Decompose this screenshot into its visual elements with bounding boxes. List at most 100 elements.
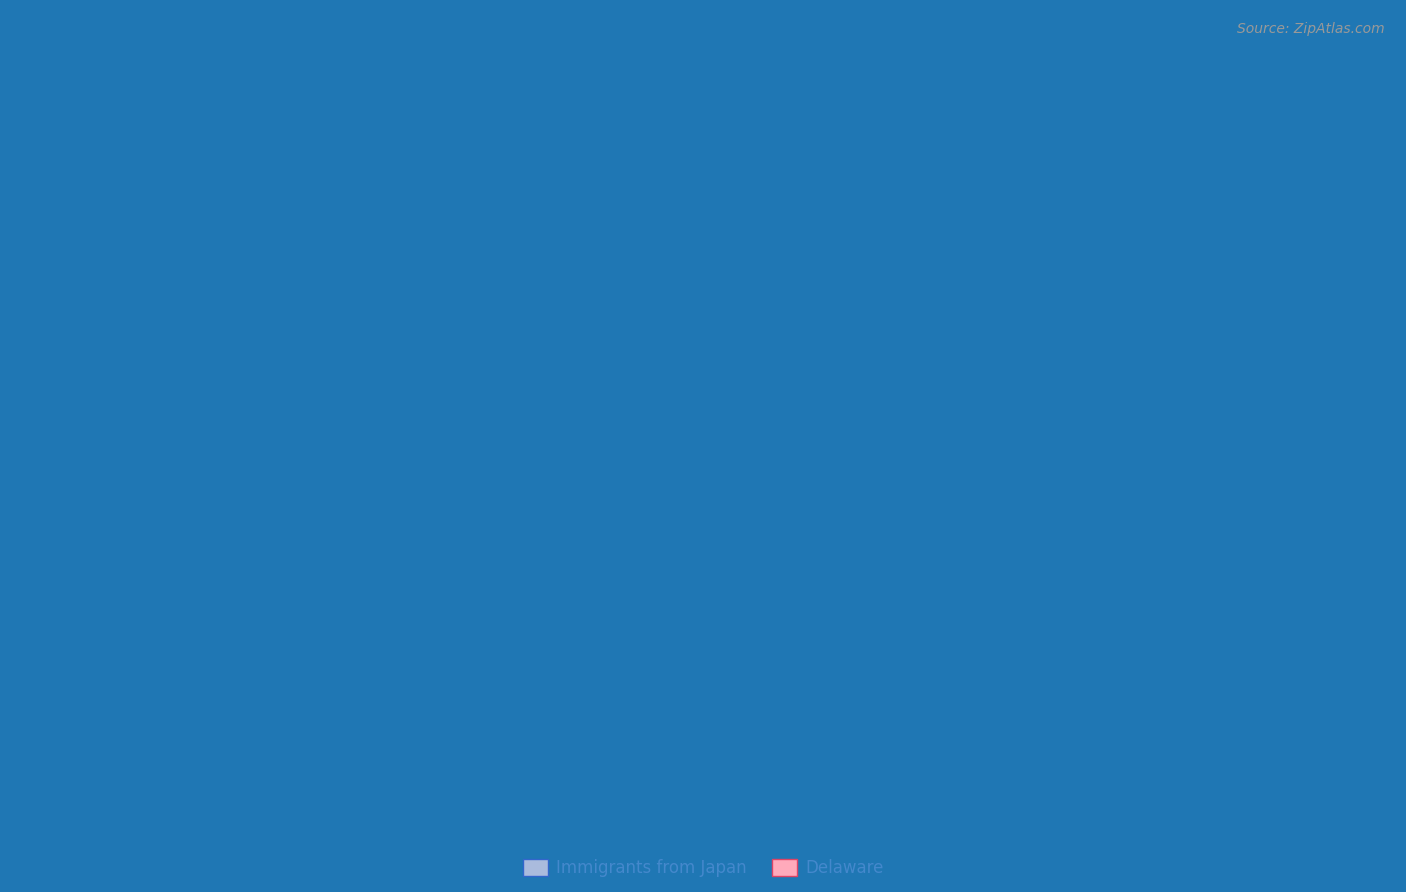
Point bbox=[87, 203, 110, 218]
Point bbox=[217, 491, 239, 506]
Point bbox=[165, 448, 187, 462]
Point bbox=[115, 448, 138, 462]
Point bbox=[110, 291, 132, 305]
Point bbox=[359, 640, 381, 654]
Legend: Immigrants from Japan, Delaware: Immigrants from Japan, Delaware bbox=[516, 852, 890, 884]
Point bbox=[145, 491, 167, 506]
Point bbox=[257, 517, 280, 532]
Point bbox=[481, 709, 503, 723]
Point bbox=[86, 169, 108, 183]
Legend: R = −0.257   N = 49, R = −0.329   N = 68: R = −0.257 N = 49, R = −0.329 N = 68 bbox=[697, 78, 927, 145]
Point bbox=[136, 404, 159, 418]
Point bbox=[118, 465, 141, 479]
Point bbox=[236, 491, 259, 506]
Point bbox=[93, 273, 115, 287]
Point bbox=[90, 238, 112, 252]
Point bbox=[82, 273, 104, 287]
Point bbox=[277, 552, 299, 566]
Point bbox=[172, 430, 194, 444]
Point bbox=[138, 448, 160, 462]
Point bbox=[135, 517, 157, 532]
Point bbox=[97, 404, 120, 418]
Point bbox=[380, 665, 402, 680]
Point bbox=[287, 578, 309, 592]
Point bbox=[104, 404, 127, 418]
Point bbox=[138, 386, 160, 401]
Point bbox=[90, 430, 112, 444]
Point bbox=[79, 430, 101, 444]
Point bbox=[82, 404, 104, 418]
Point bbox=[114, 308, 136, 322]
Point bbox=[77, 404, 100, 418]
Point bbox=[75, 377, 97, 392]
Point bbox=[93, 465, 115, 479]
Point bbox=[114, 465, 136, 479]
Point bbox=[328, 640, 350, 654]
Point bbox=[110, 404, 132, 418]
Point bbox=[440, 691, 463, 706]
Point bbox=[236, 552, 259, 566]
Point bbox=[869, 439, 891, 453]
Point bbox=[160, 517, 183, 532]
Point bbox=[246, 578, 269, 592]
Point bbox=[339, 605, 361, 619]
Point bbox=[153, 534, 176, 549]
Point bbox=[120, 491, 142, 506]
Point bbox=[112, 430, 135, 444]
Text: ZIPatlas: ZIPatlas bbox=[441, 411, 950, 517]
Point bbox=[97, 308, 120, 322]
Point bbox=[186, 430, 208, 444]
Point bbox=[205, 552, 228, 566]
Point bbox=[155, 343, 177, 357]
Point bbox=[267, 552, 290, 566]
Point bbox=[104, 238, 127, 252]
Point bbox=[132, 491, 155, 506]
Point bbox=[122, 517, 145, 532]
Point bbox=[181, 534, 204, 549]
Point bbox=[226, 534, 249, 549]
Point bbox=[128, 448, 150, 462]
Point bbox=[298, 622, 321, 636]
Point bbox=[77, 308, 100, 322]
Point bbox=[187, 552, 209, 566]
Point bbox=[131, 465, 153, 479]
Point bbox=[145, 404, 167, 418]
Point bbox=[169, 491, 191, 506]
Point bbox=[191, 448, 214, 462]
Point bbox=[194, 465, 217, 479]
Point bbox=[91, 448, 114, 462]
Point bbox=[86, 448, 108, 462]
Point bbox=[308, 605, 330, 619]
Point bbox=[226, 534, 249, 549]
Point bbox=[105, 256, 128, 270]
Point bbox=[219, 605, 242, 619]
Point bbox=[150, 421, 173, 435]
Point bbox=[79, 291, 101, 305]
Point bbox=[83, 430, 105, 444]
Point bbox=[118, 343, 141, 357]
Point bbox=[420, 665, 443, 680]
Point bbox=[200, 517, 222, 532]
Point bbox=[481, 640, 503, 654]
Point bbox=[127, 308, 149, 322]
Point bbox=[124, 404, 146, 418]
Point bbox=[96, 491, 118, 506]
Point bbox=[115, 326, 138, 340]
Point bbox=[257, 605, 280, 619]
Point bbox=[165, 404, 187, 418]
Point bbox=[91, 256, 114, 270]
Point bbox=[108, 273, 131, 287]
Point bbox=[522, 726, 544, 740]
Point bbox=[149, 517, 172, 532]
Point bbox=[212, 578, 235, 592]
Point bbox=[399, 640, 422, 654]
Point bbox=[277, 605, 299, 619]
Point bbox=[135, 360, 157, 375]
Point bbox=[108, 448, 131, 462]
Text: IMMIGRANTS FROM JAPAN VS DELAWARE COLLEGE, UNDER 1 YEAR CORRELATION CHART: IMMIGRANTS FROM JAPAN VS DELAWARE COLLEG… bbox=[84, 32, 887, 50]
Point bbox=[318, 587, 340, 601]
Point bbox=[101, 221, 124, 235]
Point bbox=[179, 404, 201, 418]
Point bbox=[159, 377, 181, 392]
Point bbox=[131, 326, 153, 340]
